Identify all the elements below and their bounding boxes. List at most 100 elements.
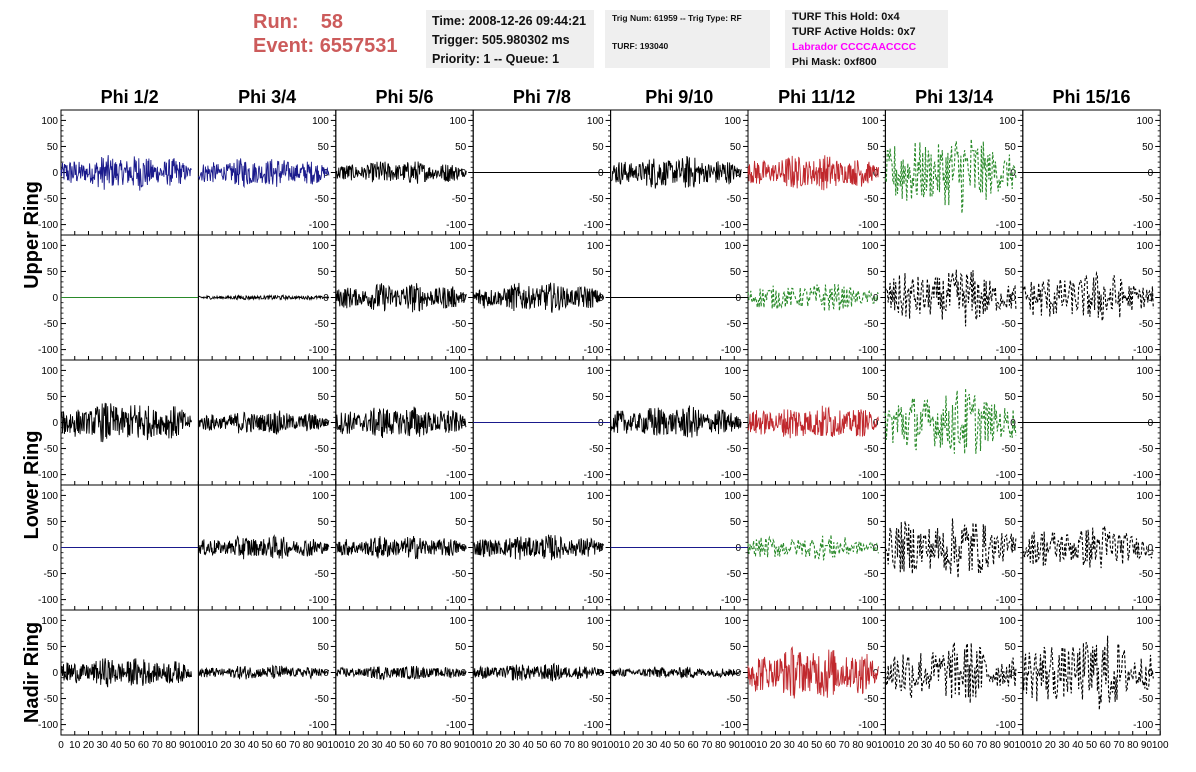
y-tick-label: 0 bbox=[873, 418, 879, 429]
y-tick-label: -100 bbox=[38, 595, 58, 606]
waveform-trace bbox=[60, 155, 192, 191]
x-tick-label: 100 bbox=[1152, 740, 1169, 751]
y-tick-label: -100 bbox=[446, 595, 466, 606]
y-tick-label: 50 bbox=[1142, 517, 1154, 528]
trigger-info-panel: Trig Num: 61959 -- Trig Type: RF TURF: 1… bbox=[605, 10, 770, 68]
waveform-trace bbox=[335, 161, 467, 184]
y-tick-label: -100 bbox=[858, 595, 878, 606]
y-tick-label: 100 bbox=[862, 241, 879, 252]
x-tick-label: 80 bbox=[990, 740, 1002, 751]
turf-info-panel: TURF This Hold: 0x4 TURF Active Holds: 0… bbox=[785, 10, 948, 68]
y-tick-label: 100 bbox=[41, 366, 58, 377]
y-tick-label: 100 bbox=[41, 116, 58, 127]
x-tick-label: 90 bbox=[1003, 740, 1015, 751]
y-tick-label: 100 bbox=[450, 241, 467, 252]
event-label: Event: bbox=[253, 35, 315, 57]
y-tick-label: 0 bbox=[1148, 543, 1154, 554]
y-tick-label: -50 bbox=[1139, 444, 1154, 455]
y-tick-label: 50 bbox=[730, 517, 742, 528]
y-tick-label: 100 bbox=[41, 241, 58, 252]
y-tick-label: -50 bbox=[727, 569, 742, 580]
y-tick-label: 50 bbox=[592, 392, 604, 403]
y-tick-label: 100 bbox=[724, 491, 741, 502]
y-tick-label: 50 bbox=[867, 517, 879, 528]
y-tick-label: 100 bbox=[587, 241, 604, 252]
y-tick-label: 50 bbox=[730, 142, 742, 153]
y-tick-label: -50 bbox=[44, 694, 59, 705]
y-tick-label: 0 bbox=[735, 543, 741, 554]
y-tick-label: -100 bbox=[858, 720, 878, 731]
waveform-trace bbox=[747, 283, 879, 312]
waveform-trace bbox=[60, 402, 192, 443]
y-tick-label: 50 bbox=[867, 392, 879, 403]
y-tick-label: 50 bbox=[318, 517, 330, 528]
x-tick-label: 80 bbox=[578, 740, 590, 751]
phi-column-title: Phi 13/14 bbox=[915, 87, 993, 107]
phi-mask-text: Phi Mask: 0xf800 bbox=[792, 56, 877, 68]
y-tick-label: 100 bbox=[312, 491, 329, 502]
x-tick-label: 100 bbox=[877, 740, 894, 751]
x-tick-label: 70 bbox=[289, 740, 301, 751]
y-tick-label: -50 bbox=[1001, 569, 1016, 580]
waveform-trace bbox=[197, 158, 330, 189]
waveform-trace bbox=[884, 388, 1017, 454]
phi-column-title: Phi 9/10 bbox=[645, 87, 713, 107]
x-tick-label: 70 bbox=[564, 740, 576, 751]
y-tick-label: 100 bbox=[724, 366, 741, 377]
y-tick-label: -100 bbox=[38, 470, 58, 481]
y-tick-label: 0 bbox=[1010, 543, 1016, 554]
y-tick-label: -50 bbox=[864, 569, 879, 580]
y-tick-label: -50 bbox=[314, 194, 329, 205]
y-tick-label: 50 bbox=[1005, 517, 1017, 528]
y-tick-label: -100 bbox=[1133, 220, 1153, 231]
x-tick-label: 100 bbox=[1014, 740, 1031, 751]
y-tick-label: 100 bbox=[587, 616, 604, 627]
x-tick-label: 30 bbox=[1058, 740, 1070, 751]
turf-this-hold-text: TURF This Hold: 0x4 bbox=[792, 11, 900, 23]
x-tick-label: 60 bbox=[1100, 740, 1112, 751]
y-tick-label: 100 bbox=[999, 616, 1016, 627]
x-tick-label: 50 bbox=[124, 740, 136, 751]
y-tick-label: -100 bbox=[584, 720, 604, 731]
x-tick-label: 20 bbox=[633, 740, 645, 751]
waveform-trace bbox=[610, 155, 742, 189]
y-tick-label: -100 bbox=[38, 220, 58, 231]
x-tick-label: 40 bbox=[797, 740, 809, 751]
waveform-trace bbox=[198, 294, 330, 302]
y-tick-label: -100 bbox=[858, 345, 878, 356]
y-tick-label: -50 bbox=[864, 694, 879, 705]
y-tick-label: -100 bbox=[996, 720, 1016, 731]
y-tick-label: -50 bbox=[1001, 194, 1016, 205]
y-tick-label: -100 bbox=[1133, 345, 1153, 356]
y-tick-label: 50 bbox=[318, 392, 330, 403]
x-tick-label: 10 bbox=[344, 740, 356, 751]
x-tick-label: 10 bbox=[481, 740, 493, 751]
y-tick-label: 50 bbox=[455, 267, 467, 278]
y-tick-label: -100 bbox=[721, 345, 741, 356]
x-tick-label: 90 bbox=[591, 740, 603, 751]
y-tick-label: -50 bbox=[44, 319, 59, 330]
y-tick-label: -100 bbox=[446, 345, 466, 356]
ring-label: Nadir Ring bbox=[21, 622, 43, 723]
x-tick-label: 90 bbox=[454, 740, 466, 751]
x-tick-label: 80 bbox=[165, 740, 177, 751]
y-tick-label: 50 bbox=[47, 267, 59, 278]
x-tick-label: 60 bbox=[550, 740, 562, 751]
waveform-trace bbox=[197, 534, 330, 560]
x-tick-label: 30 bbox=[509, 740, 521, 751]
y-tick-label: 0 bbox=[598, 168, 604, 179]
waveform-trace bbox=[747, 646, 879, 699]
y-tick-label: 100 bbox=[312, 241, 329, 252]
y-tick-label: 50 bbox=[867, 142, 879, 153]
y-tick-label: -100 bbox=[721, 470, 741, 481]
x-tick-label: 30 bbox=[921, 740, 933, 751]
y-tick-label: -50 bbox=[314, 694, 329, 705]
y-tick-label: 100 bbox=[312, 366, 329, 377]
y-tick-label: 100 bbox=[1137, 116, 1154, 127]
y-tick-label: 100 bbox=[1137, 366, 1154, 377]
x-tick-label: 20 bbox=[220, 740, 232, 751]
y-tick-label: -50 bbox=[727, 444, 742, 455]
x-tick-label: 90 bbox=[1141, 740, 1153, 751]
x-tick-label: 100 bbox=[465, 740, 482, 751]
x-tick-label: 70 bbox=[701, 740, 713, 751]
